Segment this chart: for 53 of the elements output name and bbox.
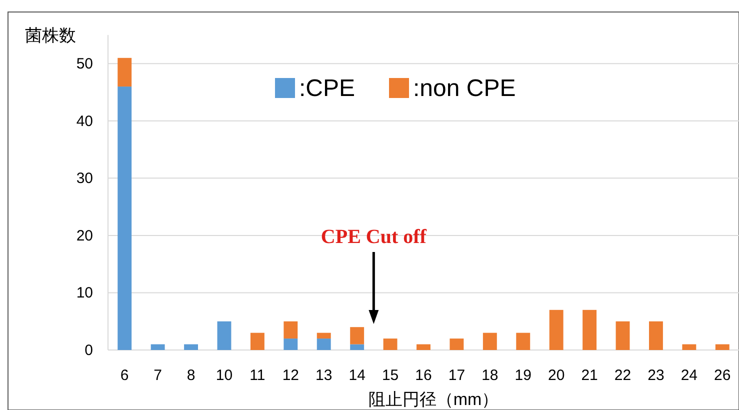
bar <box>616 321 630 350</box>
bar <box>482 332 497 350</box>
bar <box>682 344 696 350</box>
y-tick-label: 30 <box>76 170 93 188</box>
x-tick-label: 8 <box>186 367 196 384</box>
y-tick-label: 50 <box>76 56 93 73</box>
bar <box>118 86 132 350</box>
bar <box>184 344 198 350</box>
legend-label: :non CPE <box>413 75 516 102</box>
bar <box>549 310 564 350</box>
y-tick-label: 40 <box>76 112 93 130</box>
y-axis-title: 菌株数 <box>25 26 76 45</box>
bar <box>316 338 331 350</box>
bar <box>715 344 730 350</box>
x-tick-label: 22 <box>614 367 632 384</box>
bar <box>150 344 165 350</box>
bar <box>450 338 464 350</box>
bar <box>217 321 232 350</box>
x-axis-title: 阻止円径（mm） <box>368 390 499 409</box>
x-tick-label: 19 <box>514 367 532 384</box>
x-tick-label: 13 <box>316 367 332 384</box>
x-tick-label: 7 <box>154 367 162 384</box>
bar <box>350 327 364 344</box>
x-tick-label: 18 <box>482 367 498 384</box>
x-tick-label: 20 <box>548 367 565 384</box>
x-tick-label: 14 <box>348 367 366 384</box>
bar <box>649 321 663 350</box>
bar <box>316 332 331 339</box>
bar <box>383 338 398 350</box>
legend-label: :CPE <box>299 75 356 102</box>
x-tick-label: 21 <box>581 367 598 384</box>
bar <box>284 321 298 339</box>
x-tick-label: 6 <box>120 367 129 384</box>
bar <box>350 344 364 350</box>
x-tick-label: 11 <box>250 367 266 384</box>
bar <box>250 332 264 350</box>
x-tick-label: 17 <box>448 367 466 384</box>
y-tick-label: 0 <box>84 342 93 359</box>
x-tick-label: 10 <box>216 367 233 384</box>
y-tick-label: 10 <box>76 284 93 302</box>
bar <box>516 332 530 350</box>
bar <box>284 338 298 350</box>
x-tick-label: 26 <box>714 367 731 384</box>
x-tick-label: 12 <box>282 367 299 384</box>
bar <box>118 58 132 87</box>
bar <box>416 344 430 350</box>
annotation: CPE Cut off <box>320 226 427 248</box>
x-tick-label: 24 <box>680 367 698 384</box>
x-tick-label: 16 <box>415 367 432 384</box>
x-tick-label: 15 <box>382 367 399 384</box>
y-tick-label: 20 <box>76 227 93 244</box>
bar <box>582 310 597 350</box>
x-tick-label: 23 <box>648 367 664 384</box>
